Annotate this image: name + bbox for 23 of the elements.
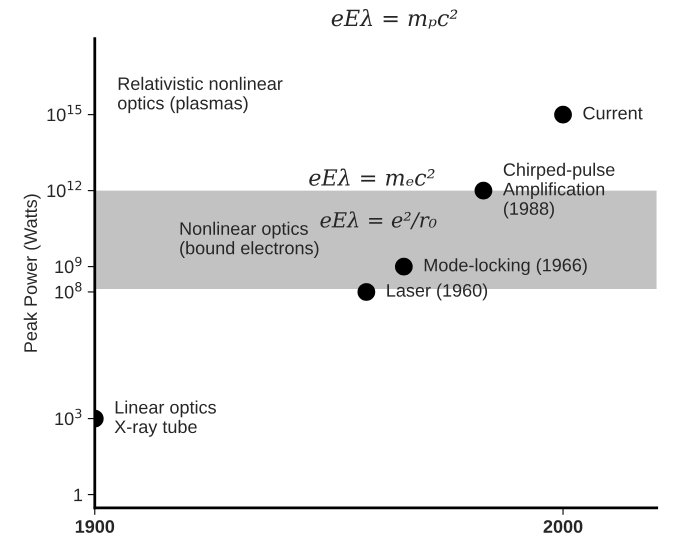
point bbox=[394, 258, 413, 276]
y-tick-label: 10$^{12}$ bbox=[48, 180, 82, 198]
y-tick-label: 10$^{3}$ bbox=[55, 408, 82, 426]
point bbox=[474, 182, 492, 200]
annotation: Chirped-pulse Amplification (1988) bbox=[502, 162, 614, 218]
point bbox=[357, 283, 376, 301]
y-tick-label: 10$^{8}$ bbox=[55, 282, 82, 299]
annotation: eEλ = e²/r₀ bbox=[320, 211, 436, 230]
y-tick-label: 10$^{9}$ bbox=[55, 256, 82, 274]
band-label: Nonlinear optics (bound electrons) bbox=[180, 222, 318, 258]
y-tick-label: 1 bbox=[74, 488, 82, 502]
y-tick-label: 10$^{15}$ bbox=[48, 104, 82, 122]
annotation: Mode-locking (1966) bbox=[424, 258, 587, 276]
x-tick-label: 2000 bbox=[544, 520, 582, 533]
annotation: Linear optics X-ray tube bbox=[114, 400, 216, 437]
annotation: Laser (1960) bbox=[387, 284, 488, 300]
annotation: Relativistic nonlinear optics (plasmas) bbox=[118, 76, 283, 114]
text: eEλ = mₚc² bbox=[332, 9, 458, 29]
annotation: eEλ = mₑc² bbox=[309, 168, 435, 186]
annotation: Current bbox=[583, 106, 643, 120]
y-axis-title: Peak Power (Watts) bbox=[24, 194, 41, 352]
x-tick-label: 1900 bbox=[76, 520, 114, 533]
point bbox=[554, 106, 572, 124]
